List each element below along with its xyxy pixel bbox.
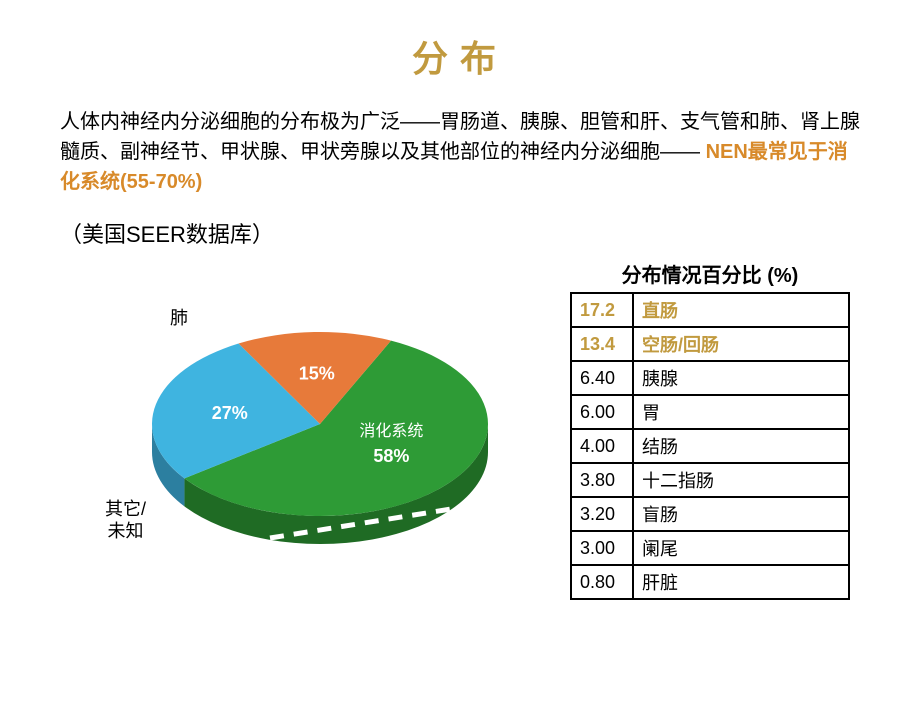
- table-title: 分布情况百分比 (%): [570, 259, 850, 288]
- cell-label: 盲肠: [633, 497, 849, 531]
- page-title: 分布: [0, 30, 920, 82]
- distribution-table: 分布情况百分比 (%) 17.2直肠13.4空肠/回肠6.40胰腺6.00胃4.…: [570, 259, 850, 600]
- description: 人体内神经内分泌细胞的分布极为广泛——胃肠道、胰腺、胆管和肝、支气管和肺、肾上腺…: [60, 107, 860, 197]
- cell-value: 3.80: [571, 463, 633, 497]
- percent-label: 58%: [373, 446, 409, 466]
- table-row: 0.80肝脏: [571, 565, 849, 599]
- cell-label: 胃: [633, 395, 849, 429]
- pie-chart: 58% 消化系统 27% 15%: [140, 299, 480, 579]
- title-text: 分布: [412, 38, 508, 79]
- table-body: 17.2直肠13.4空肠/回肠6.40胰腺6.00胃4.00结肠3.80十二指肠…: [571, 293, 849, 599]
- cell-value: 13.4: [571, 327, 633, 361]
- cell-label: 胰腺: [633, 361, 849, 395]
- cell-value: 4.00: [571, 429, 633, 463]
- table-row: 17.2直肠: [571, 293, 849, 327]
- cell-label: 空肠/回肠: [633, 327, 849, 361]
- ext-label-other-text: 其它/未知: [105, 499, 146, 541]
- cell-value: 3.00: [571, 531, 633, 565]
- subtitle: （美国SEER数据库）: [60, 217, 920, 249]
- table-row: 6.00胃: [571, 395, 849, 429]
- cell-label: 肝脏: [633, 565, 849, 599]
- slice-label-inside: 消化系统: [359, 422, 423, 440]
- cell-label: 阑尾: [633, 531, 849, 565]
- table-row: 3.20盲肠: [571, 497, 849, 531]
- cell-label: 十二指肠: [633, 463, 849, 497]
- table-row: 6.40胰腺: [571, 361, 849, 395]
- percent-label: 15%: [299, 363, 335, 383]
- cell-label: 结肠: [633, 429, 849, 463]
- cell-value: 6.00: [571, 395, 633, 429]
- table-row: 4.00结肠: [571, 429, 849, 463]
- table: 17.2直肠13.4空肠/回肠6.40胰腺6.00胃4.00结肠3.80十二指肠…: [570, 292, 850, 600]
- ext-label-other: 其它/未知: [105, 499, 146, 542]
- cell-value: 17.2: [571, 293, 633, 327]
- ext-label-lung: 肺: [170, 304, 188, 330]
- cell-value: 0.80: [571, 565, 633, 599]
- table-row: 3.00阑尾: [571, 531, 849, 565]
- percent-label: 27%: [212, 403, 248, 423]
- cell-value: 6.40: [571, 361, 633, 395]
- content-area: 58% 消化系统 27% 15% 肺 其它/未知 分布情况百分比 (%) 17.2直肠…: [0, 259, 920, 679]
- pie-svg: 58% 消化系统 27% 15%: [140, 299, 500, 599]
- table-row: 3.80十二指肠: [571, 463, 849, 497]
- cell-value: 3.20: [571, 497, 633, 531]
- cell-label: 直肠: [633, 293, 849, 327]
- table-row: 13.4空肠/回肠: [571, 327, 849, 361]
